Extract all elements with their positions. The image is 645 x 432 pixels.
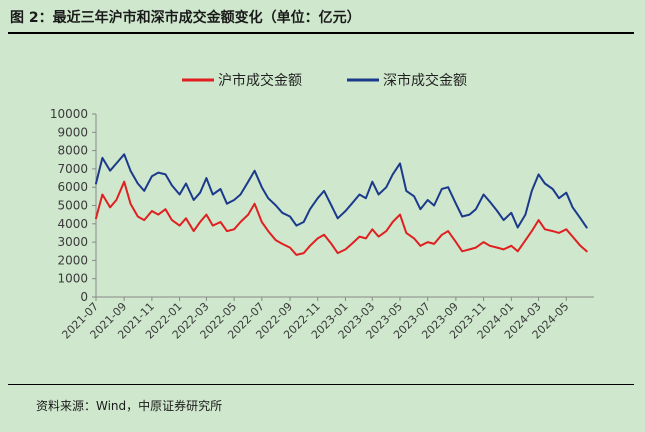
y-tick-label: 9000 <box>57 125 88 139</box>
footer-divider <box>8 384 634 385</box>
x-axis: 2021-072021-092021-112022-012022-032022-… <box>59 296 594 342</box>
y-tick-label: 3000 <box>57 235 88 249</box>
y-tick-label: 5000 <box>57 199 88 213</box>
y-tick-label: 1000 <box>57 272 88 286</box>
series-layer <box>95 153 588 256</box>
y-tick-label: 0 <box>80 290 88 304</box>
y-axis: 0 1000 2000 3000 4000 5000 6000 7000 8000 9000 100… <box>50 107 97 304</box>
legend: 沪市成交金额 深市成交金额 <box>182 72 467 89</box>
y-tick-label: 4000 <box>57 217 88 231</box>
y-tick-label: 8000 <box>57 144 88 158</box>
legend-label: 沪市成交金额 <box>218 72 302 89</box>
source-note: 资料来源：Wind，中原证券研究所 <box>36 399 223 413</box>
y-tick-label: 2000 <box>57 253 88 267</box>
series-line-sh <box>95 180 588 256</box>
y-tick-label: 10000 <box>50 107 88 121</box>
y-tick-label: 6000 <box>57 180 88 194</box>
series-line-sz <box>95 153 588 229</box>
title-divider <box>8 32 634 34</box>
y-tick-label: 7000 <box>57 162 88 176</box>
line-chart: 沪市成交金额 深市成交金额 0 1000 2000 3000 4000 5000 6000 70… <box>50 72 594 342</box>
legend-label: 深市成交金额 <box>383 72 467 89</box>
figure-title: 图 2：最近三年沪市和深市成交金额变化（单位：亿元） <box>10 10 361 26</box>
